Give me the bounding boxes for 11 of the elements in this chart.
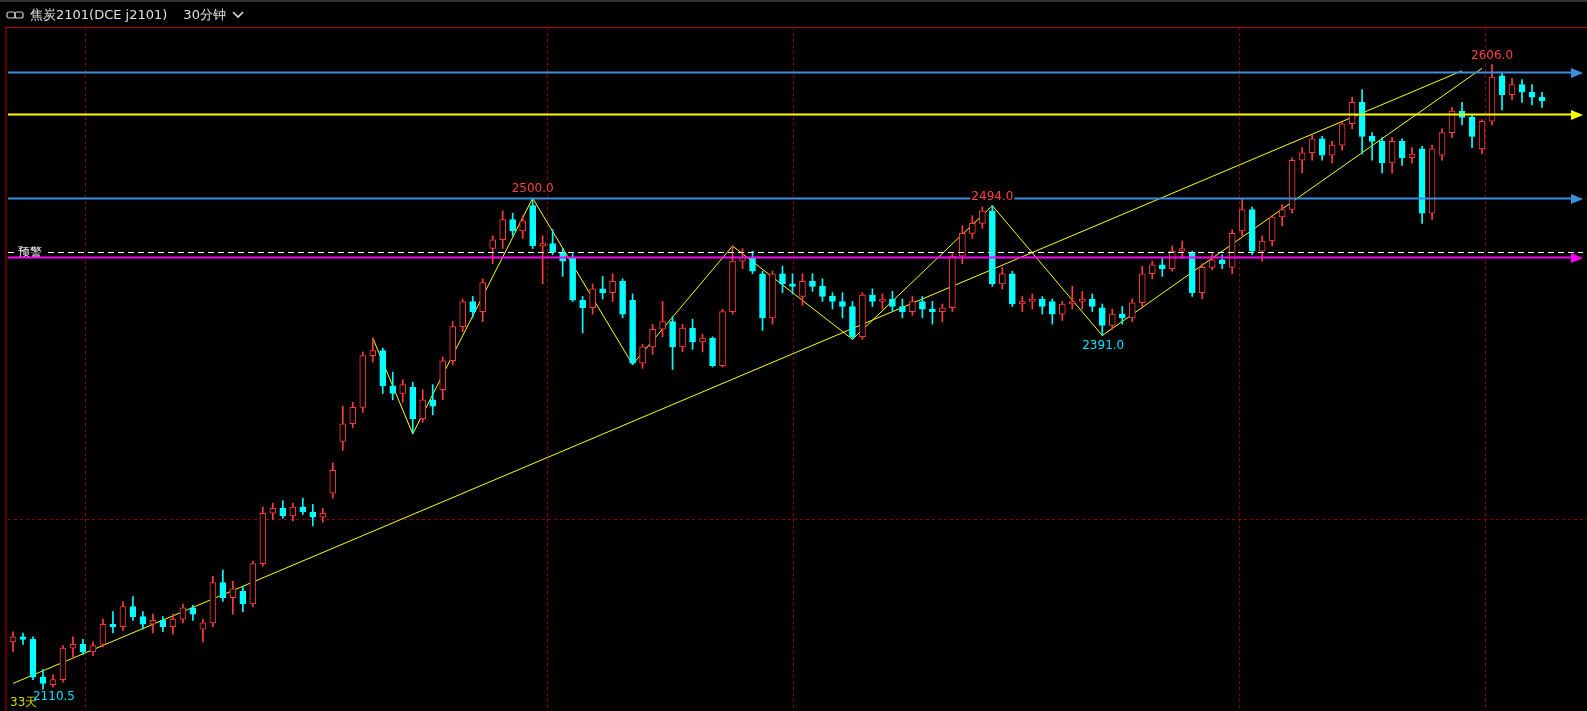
candlestick xyxy=(1118,306,1126,325)
chart-title: 焦炭2101(DCE j2101) xyxy=(30,5,168,24)
annotation: 2500.0 xyxy=(511,181,554,196)
ref-line-label: 预警 xyxy=(18,244,42,259)
candlestick xyxy=(1368,132,1376,161)
annotation: 2391.0 xyxy=(1082,338,1125,353)
annotation: 2494.0 xyxy=(971,188,1014,203)
candlestick xyxy=(429,384,437,416)
chart-subtitle: 30分钟 xyxy=(183,5,226,24)
candlestick xyxy=(1158,258,1166,277)
annotation: 2606.0 xyxy=(1471,47,1514,62)
